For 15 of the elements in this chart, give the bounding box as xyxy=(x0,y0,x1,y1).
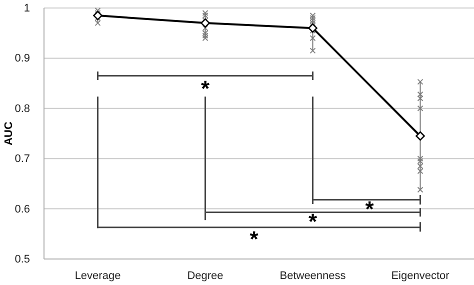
y-tick-label: 0.8 xyxy=(14,102,30,115)
y-tick-label: 0.6 xyxy=(14,203,30,216)
x-tick-label: Degree xyxy=(187,270,224,282)
x-tick-label: Leverage xyxy=(74,270,121,282)
annotation: * xyxy=(308,208,318,234)
x-tick-label: Betweenness xyxy=(280,270,346,282)
annotation: * xyxy=(200,76,210,101)
annotation: * xyxy=(365,196,374,222)
y-tick-label: 0.7 xyxy=(14,153,30,166)
annotation: * xyxy=(250,226,259,252)
x-tick-label: Eigenvector xyxy=(391,270,450,282)
y-tick-label: 0.9 xyxy=(14,52,30,65)
y-axis-title: AUC xyxy=(3,122,15,146)
y-tick-label: 1 xyxy=(24,2,30,15)
y-tick-label: 0.5 xyxy=(14,254,30,266)
